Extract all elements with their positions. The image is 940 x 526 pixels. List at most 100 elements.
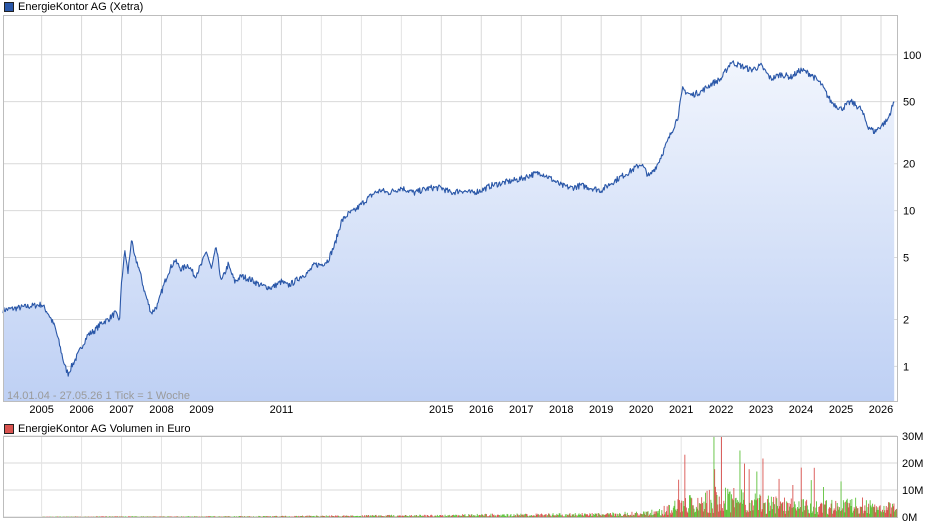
volume-bar bbox=[410, 515, 411, 517]
volume-bar bbox=[630, 515, 632, 517]
volume-bar bbox=[878, 509, 880, 517]
volume-bar bbox=[839, 511, 841, 517]
price-x-tick-label: 2024 bbox=[789, 404, 813, 416]
volume-bar bbox=[883, 505, 885, 517]
volume-bar bbox=[876, 509, 878, 517]
volume-bar bbox=[880, 511, 882, 517]
volume-bar bbox=[850, 506, 852, 517]
volume-bar bbox=[869, 500, 871, 517]
volume-bar bbox=[404, 515, 406, 517]
volume-bar bbox=[660, 515, 662, 517]
volume-bar bbox=[207, 516, 208, 517]
volume-bar bbox=[269, 516, 271, 517]
volume-bar bbox=[577, 515, 578, 517]
volume-bar bbox=[397, 515, 399, 517]
volume-bar bbox=[316, 515, 318, 517]
volume-bar bbox=[875, 512, 876, 517]
volume-bar bbox=[755, 500, 757, 517]
volume-bar bbox=[868, 503, 870, 517]
volume-bar bbox=[438, 516, 440, 517]
volume-bar bbox=[630, 514, 631, 517]
volume-bar bbox=[381, 516, 383, 517]
volume-bar bbox=[544, 514, 546, 517]
volume-bar bbox=[807, 509, 809, 517]
volume-bar bbox=[811, 513, 813, 517]
volume-bar bbox=[816, 511, 818, 517]
volume-bar bbox=[348, 515, 349, 517]
price-x-tick-label: 2021 bbox=[669, 404, 693, 416]
volume-bar bbox=[891, 507, 893, 517]
volume-bar bbox=[206, 516, 208, 517]
volume-bar bbox=[697, 497, 699, 517]
volume-bar bbox=[458, 515, 460, 517]
volume-bar bbox=[96, 516, 98, 517]
volume-bar bbox=[761, 511, 762, 517]
volume-bar bbox=[481, 514, 483, 517]
volume-bar bbox=[887, 507, 889, 517]
volume-bar bbox=[421, 516, 423, 517]
volume-bar bbox=[456, 516, 458, 517]
volume-bar bbox=[711, 508, 713, 517]
volume-bar bbox=[612, 512, 614, 517]
volume-bar bbox=[469, 516, 471, 517]
volume-bar bbox=[551, 514, 553, 517]
price-line-layer bbox=[2, 60, 895, 377]
volume-bar bbox=[603, 515, 605, 517]
volume-bar bbox=[698, 510, 700, 517]
volume-bar bbox=[594, 513, 596, 517]
volume-bar bbox=[584, 513, 585, 517]
volume-bar bbox=[174, 516, 176, 517]
volume-bar bbox=[313, 515, 315, 517]
volume-bar bbox=[795, 508, 797, 517]
volume-bar bbox=[112, 516, 113, 517]
volume-bar bbox=[591, 513, 593, 517]
volume-bar bbox=[673, 505, 675, 517]
volume-bar bbox=[554, 515, 555, 517]
volume-bar bbox=[336, 516, 338, 517]
volume-bar bbox=[688, 508, 690, 517]
volume-bar bbox=[715, 486, 716, 517]
volume-bar bbox=[400, 515, 402, 517]
volume-bar bbox=[594, 515, 595, 517]
volume-bar bbox=[522, 514, 523, 517]
volume-bar bbox=[875, 506, 877, 517]
volume-bar bbox=[294, 515, 296, 517]
volume-bar bbox=[345, 515, 347, 517]
volume-bar bbox=[800, 467, 802, 517]
volume-bar bbox=[390, 515, 392, 517]
volume-bar bbox=[141, 516, 143, 517]
volume-bar bbox=[286, 516, 287, 517]
volume-bar bbox=[410, 515, 412, 517]
volume-bar bbox=[188, 516, 189, 517]
volume-bar bbox=[445, 516, 447, 517]
volume-bar bbox=[298, 515, 300, 517]
volume-bar bbox=[652, 515, 654, 517]
price-x-tick-label: 2020 bbox=[629, 404, 653, 416]
volume-bar bbox=[258, 515, 260, 517]
volume-bar bbox=[672, 512, 673, 517]
volume-bar bbox=[853, 507, 855, 517]
volume-bar bbox=[358, 516, 360, 517]
volume-bar bbox=[161, 516, 163, 517]
volume-bar bbox=[616, 516, 618, 517]
volume-bar bbox=[516, 513, 518, 517]
volume-bar bbox=[187, 516, 189, 517]
volume-bar bbox=[784, 497, 785, 517]
volume-bar bbox=[415, 515, 417, 517]
volume-bar bbox=[121, 516, 123, 517]
volume-bar bbox=[446, 516, 448, 517]
volume-bar bbox=[479, 515, 481, 517]
volume-bar bbox=[482, 515, 484, 517]
volume-bar bbox=[364, 515, 365, 517]
volume-bar bbox=[325, 515, 327, 517]
volume-bar bbox=[665, 512, 667, 517]
volume-bar bbox=[105, 516, 107, 517]
volume-bar bbox=[266, 516, 267, 517]
volume-bar bbox=[84, 516, 86, 517]
price-x-tick-label: 2017 bbox=[509, 404, 533, 416]
volume-bar bbox=[573, 514, 575, 517]
volume-bar bbox=[649, 512, 651, 517]
volume-bar bbox=[151, 516, 153, 517]
volume-bar bbox=[609, 513, 611, 517]
volume-bar bbox=[756, 471, 758, 517]
